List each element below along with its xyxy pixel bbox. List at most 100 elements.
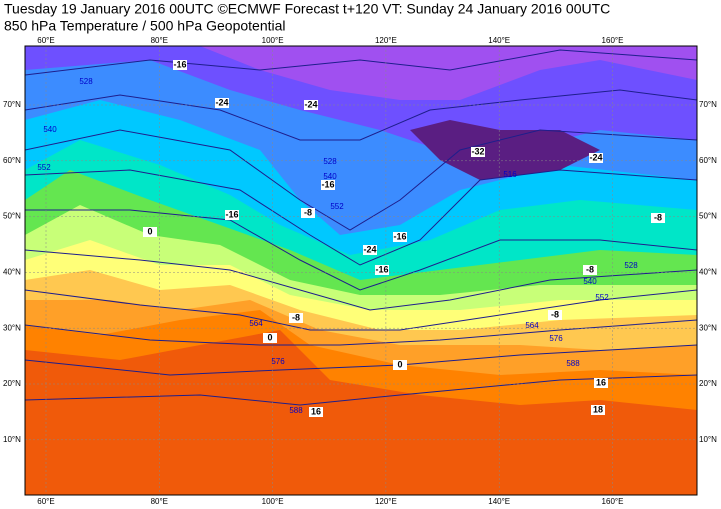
latitude-label: 70°N — [3, 100, 21, 109]
label-box — [471, 147, 485, 157]
label-box — [375, 265, 389, 275]
contour-line — [25, 344, 697, 376]
label-box — [304, 100, 318, 110]
temperature-label: 16 — [596, 377, 606, 387]
geopotential-label: 552 — [330, 202, 344, 211]
label-box — [173, 60, 187, 70]
label-box — [301, 208, 315, 218]
longitude-label: 140°E — [488, 497, 510, 506]
temperature-label: -8 — [292, 312, 300, 322]
contour-line — [25, 169, 697, 266]
label-box — [651, 213, 665, 223]
latitude-label: 50°N — [3, 212, 21, 221]
label-box — [143, 227, 157, 237]
longitude-label: 120°E — [375, 36, 397, 45]
contour-line — [25, 89, 697, 141]
longitude-label: 100°E — [262, 497, 284, 506]
label-box — [583, 265, 597, 275]
temperature-label: 18 — [593, 404, 603, 414]
labels: 60°E 60°E 80°E 80°E 100°E 100°E 120°E 120°E 140°… — [3, 36, 717, 506]
shade — [410, 120, 600, 180]
temperature-label: -24 — [215, 97, 228, 107]
geopotential-label: 576 — [271, 357, 285, 366]
title-line: Tuesday 19 January 2016 00UTC ©ECMWF For… — [4, 1, 610, 17]
latitude-label: 70°N — [699, 100, 717, 109]
geopotential-label: 528 — [624, 261, 638, 270]
geopotential-label: 528 — [323, 157, 337, 166]
geopotential-label: 540 — [43, 125, 57, 134]
contour-line — [25, 49, 697, 76]
longitude-label: 80°E — [151, 36, 168, 45]
label-box — [594, 378, 608, 388]
shade — [25, 46, 697, 100]
latitude-label: 20°N — [3, 379, 21, 388]
map-frame — [24, 45, 698, 496]
contour-line — [25, 129, 697, 231]
contour-line — [25, 209, 697, 291]
label-box — [263, 333, 277, 343]
geopotential-label: 576 — [549, 334, 563, 343]
temperature-label: 0 — [397, 359, 402, 369]
geopotential-label: 540 — [583, 277, 597, 286]
longitude-label: 100°E — [262, 36, 284, 45]
latitude-label: 30°N — [699, 323, 717, 332]
temperature-label: -16 — [393, 231, 406, 241]
contour-line — [25, 374, 697, 406]
longitude-label: 120°E — [375, 497, 397, 506]
label-box — [215, 98, 229, 108]
longitude-label: 140°E — [488, 36, 510, 45]
temperature-label: -8 — [654, 212, 662, 222]
temperature-field — [25, 46, 697, 495]
temperature-label: -24 — [304, 99, 317, 109]
temperature-label: -24 — [589, 152, 602, 162]
latitude-label: 10°N — [3, 435, 21, 444]
temperature-label: -16 — [225, 209, 238, 219]
temperature-label: -8 — [586, 264, 594, 274]
temperature-label: -16 — [321, 179, 334, 189]
temperature-label: -32 — [471, 146, 484, 156]
contour-line — [25, 289, 697, 331]
longitude-label: 60°E — [37, 36, 54, 45]
label-box — [548, 310, 562, 320]
latitude-label: 60°N — [3, 156, 21, 165]
temperature-label: 0 — [147, 226, 152, 236]
geopotential-label: 588 — [566, 359, 580, 368]
geopotential-label: 564 — [525, 321, 539, 330]
label-box — [589, 153, 603, 163]
latitude-label: 40°N — [3, 268, 21, 277]
geopotential-label: 588 — [289, 406, 303, 415]
temperature-label: 0 — [267, 332, 272, 342]
longitude-label: 60°E — [37, 497, 54, 506]
temperature-label: -8 — [304, 207, 312, 217]
geopotential-label: 540 — [323, 172, 337, 181]
geopotential-label: 516 — [503, 170, 517, 179]
label-box — [309, 407, 323, 417]
label-box — [591, 405, 605, 415]
temperature-label: 16 — [311, 406, 321, 416]
geopotential-label: 564 — [249, 319, 263, 328]
geopotential-label: 528 — [79, 77, 93, 86]
geopotential-label: 552 — [595, 293, 609, 302]
latitude-label: 50°N — [699, 212, 717, 221]
latitude-label: 10°N — [699, 435, 717, 444]
label-box — [225, 210, 239, 220]
temperature-label: -16 — [173, 59, 186, 69]
contour-line — [25, 319, 697, 346]
label-box — [321, 180, 335, 190]
label-box — [393, 232, 407, 242]
latitude-label: 40°N — [699, 268, 717, 277]
temperature-label: -16 — [375, 264, 388, 274]
geopotential-label: 552 — [37, 163, 51, 172]
temperature-label: -24 — [363, 244, 376, 254]
latitude-label: 60°N — [699, 156, 717, 165]
label-box — [363, 245, 377, 255]
geopotential-contours — [25, 49, 697, 406]
label-box — [393, 360, 407, 370]
longitude-label: 160°E — [602, 36, 624, 45]
subtitle-line: 850 hPa Temperature / 500 hPa Geopotenti… — [4, 18, 286, 34]
latitude-label: 20°N — [699, 379, 717, 388]
longitude-label: 160°E — [602, 497, 624, 506]
temperature-label: -8 — [551, 309, 559, 319]
contour-line — [25, 249, 697, 311]
